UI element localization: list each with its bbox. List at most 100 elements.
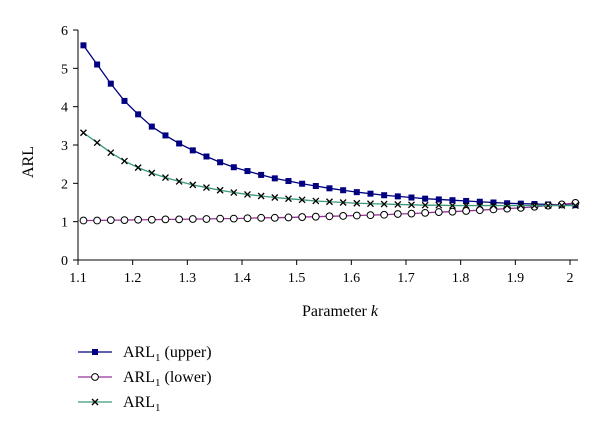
- marker-stroke: [353, 199, 361, 207]
- data-point: [94, 61, 101, 68]
- marker-stroke: [257, 192, 265, 200]
- data-point: [463, 197, 470, 204]
- data-point: [244, 190, 251, 198]
- data-point: [175, 215, 184, 224]
- x-tick-label: 2: [567, 271, 574, 286]
- marker-stroke: [435, 201, 443, 209]
- data-point: [339, 212, 348, 220]
- data-point: [230, 164, 237, 171]
- data-point: [243, 214, 252, 223]
- data-point: [217, 159, 224, 166]
- data-point: [449, 197, 456, 204]
- data-point: [107, 149, 115, 157]
- data-point: [339, 199, 347, 206]
- data-point: [393, 210, 402, 218]
- data-point: [79, 216, 88, 225]
- series-line: [83, 132, 576, 207]
- data-point: [489, 205, 498, 214]
- data-point: [434, 208, 443, 216]
- data-point: [504, 200, 511, 207]
- data-point: [80, 129, 87, 137]
- data-point: [503, 202, 511, 210]
- tick-labels: 0 1 2 3 4 5 6 1.1 1.2 1.3 1.4 1.5 1.6 1.7 1.8 1.9 2: [61, 24, 574, 286]
- data-point: [367, 190, 374, 197]
- data-point: [121, 157, 128, 165]
- data-point: [517, 200, 524, 207]
- x-axis-title-variable: k: [371, 303, 379, 320]
- legend-item: ARL1 (lower): [78, 369, 212, 389]
- x-tick-label: 1.3: [179, 271, 197, 286]
- marker-stroke: [408, 201, 415, 209]
- y-tick-label: 4: [61, 101, 68, 116]
- data-point: [572, 202, 579, 210]
- marker-stroke: [531, 202, 538, 210]
- legend-label-subscript: 1: [155, 377, 161, 389]
- marker-stroke: [558, 202, 566, 210]
- data-point: [148, 169, 156, 177]
- data-point: [394, 193, 401, 200]
- data-point: [189, 181, 197, 189]
- data-point: [557, 200, 566, 209]
- marker-stroke: [544, 202, 552, 210]
- data-point: [312, 197, 320, 205]
- legend-label-name: ARL: [123, 344, 155, 361]
- marker-stroke: [339, 199, 347, 206]
- marker-stroke: [93, 139, 101, 147]
- y-tick-label: 2: [61, 177, 68, 192]
- data-point: [216, 186, 224, 194]
- data-point: [435, 201, 443, 209]
- data-point: [312, 183, 319, 190]
- data-point: [326, 185, 333, 192]
- data-point: [462, 207, 471, 215]
- data-point: [120, 216, 129, 225]
- marker-stroke: [134, 164, 142, 172]
- data-point: [80, 42, 87, 49]
- series-layer: [79, 42, 580, 225]
- x-tick-label: 1.5: [288, 271, 306, 286]
- data-point: [106, 216, 115, 225]
- x-axis-title: Parameter k: [302, 303, 379, 320]
- data-point: [298, 213, 307, 221]
- marker-stroke: [271, 194, 279, 201]
- legend-item: ARL1: [78, 394, 161, 414]
- x-tick-label: 1.9: [507, 271, 525, 286]
- marker-stroke: [121, 157, 128, 165]
- data-point: [475, 206, 484, 215]
- marker-stroke: [107, 149, 115, 157]
- marker-stroke: [421, 201, 429, 209]
- data-point: [340, 187, 347, 194]
- data-point: [202, 215, 211, 223]
- data-point: [271, 175, 278, 182]
- data-point: [544, 202, 552, 210]
- marker-stroke: [394, 200, 402, 208]
- data-point: [421, 201, 429, 209]
- data-point: [408, 201, 415, 209]
- legend-label: ARL1 (upper): [123, 344, 212, 364]
- legend-marker: [91, 398, 99, 406]
- legend-label-suffix: (lower): [161, 369, 212, 386]
- data-point: [229, 214, 238, 223]
- legend: ARL1 (upper)ARL1 (lower)ARL1: [78, 344, 212, 414]
- data-point: [147, 215, 156, 224]
- axes: [73, 29, 578, 265]
- marker-stroke: [503, 202, 511, 210]
- x-tick-label: 1.7: [397, 271, 415, 286]
- data-point: [162, 174, 169, 182]
- x-tick-label: 1.4: [233, 271, 251, 286]
- x-tick-label: 1.2: [124, 271, 142, 286]
- data-point: [257, 213, 266, 222]
- data-point: [476, 202, 484, 210]
- data-point: [353, 189, 360, 196]
- data-point: [326, 198, 333, 206]
- data-point: [517, 202, 525, 210]
- data-point: [175, 177, 183, 185]
- data-point: [134, 215, 143, 224]
- marker-stroke: [91, 398, 99, 406]
- data-point: [325, 212, 334, 221]
- data-point: [93, 139, 101, 147]
- marker-stroke: [230, 189, 238, 196]
- x-tick-label: 1.8: [452, 271, 470, 286]
- data-point: [203, 184, 210, 192]
- y-axis-title: ARL: [20, 146, 37, 178]
